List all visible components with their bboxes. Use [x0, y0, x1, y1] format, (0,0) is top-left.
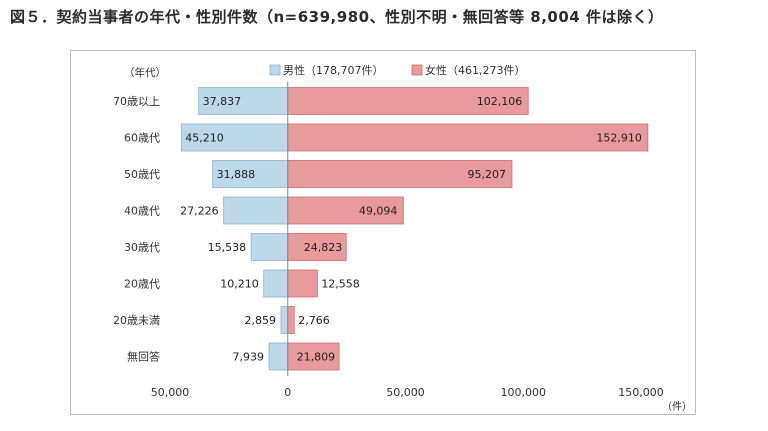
- bar-male: [223, 196, 289, 225]
- legend-label-male: 男性（178,707件）: [283, 63, 384, 77]
- data-label-male: 10,210: [220, 278, 259, 291]
- bar-female: [287, 269, 318, 298]
- data-label-male: 7,939: [233, 351, 265, 364]
- data-label-male: 31,888: [217, 168, 256, 181]
- category-label: 20歳未満: [113, 314, 160, 327]
- bar-female: [287, 233, 347, 261]
- x-tick-label: 100,000: [501, 386, 547, 399]
- bar-male: [280, 306, 289, 334]
- data-label-male: 37,837: [203, 95, 242, 108]
- bar-male: [198, 87, 289, 115]
- figure-title: 図５．契約当事者の年代・性別件数（n=639,980、性別不明・無回答等 8,0…: [10, 8, 664, 26]
- data-label-male: 15,538: [208, 241, 247, 254]
- x-tick-label: 150,000: [618, 386, 664, 399]
- category-label: 無回答: [127, 350, 160, 364]
- data-label-female: 2,766: [298, 314, 330, 327]
- category-label: 40歳代: [124, 205, 160, 218]
- data-label-female: 24,823: [304, 241, 343, 254]
- data-label-female: 152,910: [596, 132, 642, 145]
- data-label-male: 27,226: [180, 205, 219, 218]
- bar-male: [263, 269, 289, 298]
- bar-male: [212, 160, 289, 188]
- data-label-female: 95,207: [467, 168, 506, 181]
- data-label-female: 12,558: [321, 278, 360, 291]
- chart-frame: [70, 50, 696, 415]
- category-label: 20歳代: [124, 278, 160, 291]
- legend-swatch-male: [269, 64, 281, 76]
- category-label: 50歳代: [124, 168, 160, 181]
- x-axis-unit: （件）: [662, 401, 692, 413]
- category-label: 70歳以上: [113, 95, 160, 108]
- bar-female: [287, 123, 649, 152]
- x-tick-label: 50,000: [386, 386, 425, 399]
- bar-male: [250, 233, 289, 261]
- y-axis-unit: （年代）: [124, 66, 166, 79]
- data-label-male: 2,859: [245, 314, 277, 327]
- data-label-male: 45,210: [185, 132, 224, 145]
- x-tick-label: 0: [284, 386, 291, 399]
- category-label: 30歳代: [124, 241, 160, 254]
- bar-male: [268, 342, 289, 371]
- data-label-female: 49,094: [359, 205, 398, 218]
- legend-swatch-female: [411, 64, 423, 76]
- bar-female: [287, 306, 295, 334]
- legend-label-female: 女性（461,273件）: [425, 63, 526, 77]
- bar-female: [287, 160, 513, 188]
- data-label-female: 21,809: [297, 351, 336, 364]
- bar-female: [287, 196, 404, 225]
- category-label: 60歳代: [124, 132, 160, 145]
- data-label-female: 102,106: [477, 95, 523, 108]
- x-tick-label: 50,000: [151, 386, 190, 399]
- bar-female: [287, 342, 340, 371]
